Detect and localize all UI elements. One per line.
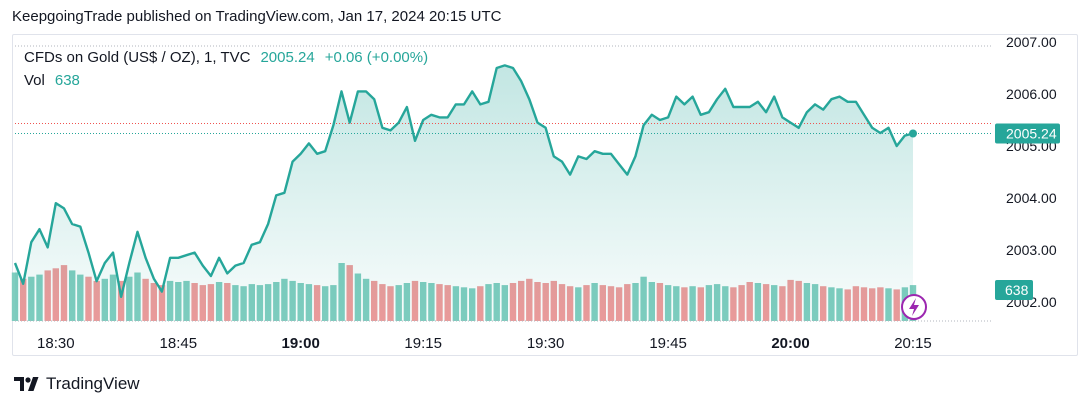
volume-axis-value: 638 <box>1005 282 1029 298</box>
chart-legend: CFDs on Gold (US$ / OZ), 1, TVC 2005.24 … <box>24 46 428 92</box>
price-area <box>15 65 913 322</box>
price-axis-label: 2005.24 <box>995 123 1060 144</box>
publish-header: KeepgoingTrade published on TradingView.… <box>12 8 502 25</box>
price-axis-value: 2005.24 <box>1006 126 1057 142</box>
price-change: +0.06 (+0.00%) <box>324 49 429 66</box>
x-tick-label: 20:00 <box>771 335 809 352</box>
volume-axis-label: 638 <box>995 280 1033 300</box>
volume-value: 638 <box>54 72 80 89</box>
symbol-title[interactable]: CFDs on Gold (US$ / OZ), 1, TVC <box>24 49 251 66</box>
brand-name: TradingView <box>46 374 140 393</box>
volume-label[interactable]: Vol <box>24 72 45 89</box>
guide-lines <box>15 45 993 322</box>
y-tick-label: 2007.00 <box>1006 34 1057 50</box>
x-tick-label: 19:15 <box>404 335 442 352</box>
chart-frame <box>12 34 1078 356</box>
last-price: 2005.24 <box>260 49 315 66</box>
y-tick-label: 2004.00 <box>1006 190 1057 206</box>
y-axis: 2007.002006.002005.002004.002003.002002.… <box>1006 34 1057 310</box>
x-tick-label: 19:30 <box>527 335 565 352</box>
x-tick-label: 18:45 <box>160 335 198 352</box>
price-line <box>13 64 914 298</box>
x-tick-label: 19:45 <box>649 335 687 352</box>
x-tick-label: 20:15 <box>894 335 932 352</box>
x-tick-label: 19:00 <box>282 335 320 352</box>
x-tick-label: 18:30 <box>37 335 75 352</box>
y-tick-label: 2003.00 <box>1006 242 1057 258</box>
tradingview-brand[interactable]: TradingView <box>14 374 140 394</box>
last-price-dot <box>909 129 917 138</box>
lightning-icon[interactable] <box>901 294 927 320</box>
y-tick-label: 2006.00 <box>1006 86 1057 102</box>
x-axis: 18:30 18:45 19:00 19:15 19:30 19:45 20:00 20:15 <box>37 335 932 352</box>
tradingview-logo-icon <box>14 377 39 391</box>
